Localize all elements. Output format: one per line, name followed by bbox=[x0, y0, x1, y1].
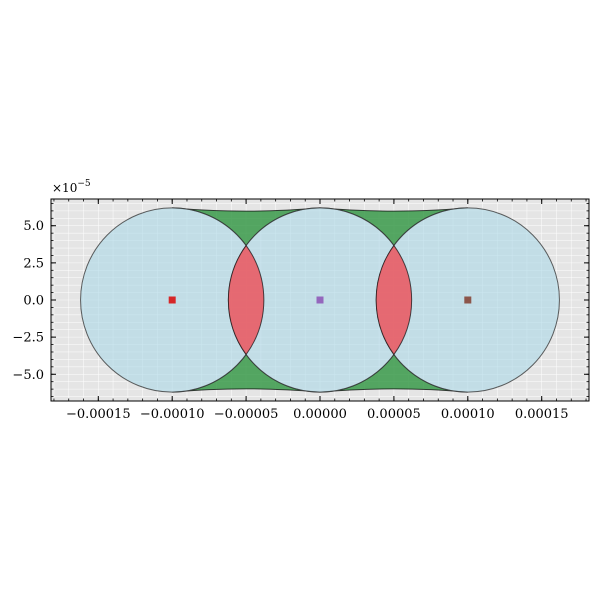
x-tick-label: −0.00005 bbox=[214, 407, 279, 422]
x-tick-label: −0.00015 bbox=[66, 407, 131, 422]
x-tick-label: 0.00010 bbox=[441, 407, 495, 422]
overlap-lens bbox=[375, 244, 413, 356]
data-layer bbox=[80, 207, 560, 393]
center-point bbox=[316, 296, 324, 304]
y-tick-label: −2.5 bbox=[12, 331, 44, 346]
y-offset-label: ×10−5 bbox=[52, 179, 91, 195]
x-tick-label: −0.00010 bbox=[140, 407, 205, 422]
x-tick-label: 0.00015 bbox=[515, 407, 569, 422]
center-point bbox=[464, 296, 472, 304]
overlap-lens bbox=[227, 244, 265, 356]
y-tick-label: 2.5 bbox=[23, 256, 44, 271]
x-tick-label: 0.00000 bbox=[293, 407, 347, 422]
center-point bbox=[168, 296, 176, 304]
tick-labels: −0.00015 −0.00010 −0.00005 0.00000 0.00005 0.… bbox=[12, 219, 568, 422]
tick-marks bbox=[51, 199, 589, 401]
y-tick-label: 0.0 bbox=[23, 294, 44, 309]
y-tick-label: −5.0 bbox=[12, 368, 44, 383]
x-tick-label: 0.00005 bbox=[367, 407, 421, 422]
y-tick-label: 5.0 bbox=[23, 219, 44, 234]
